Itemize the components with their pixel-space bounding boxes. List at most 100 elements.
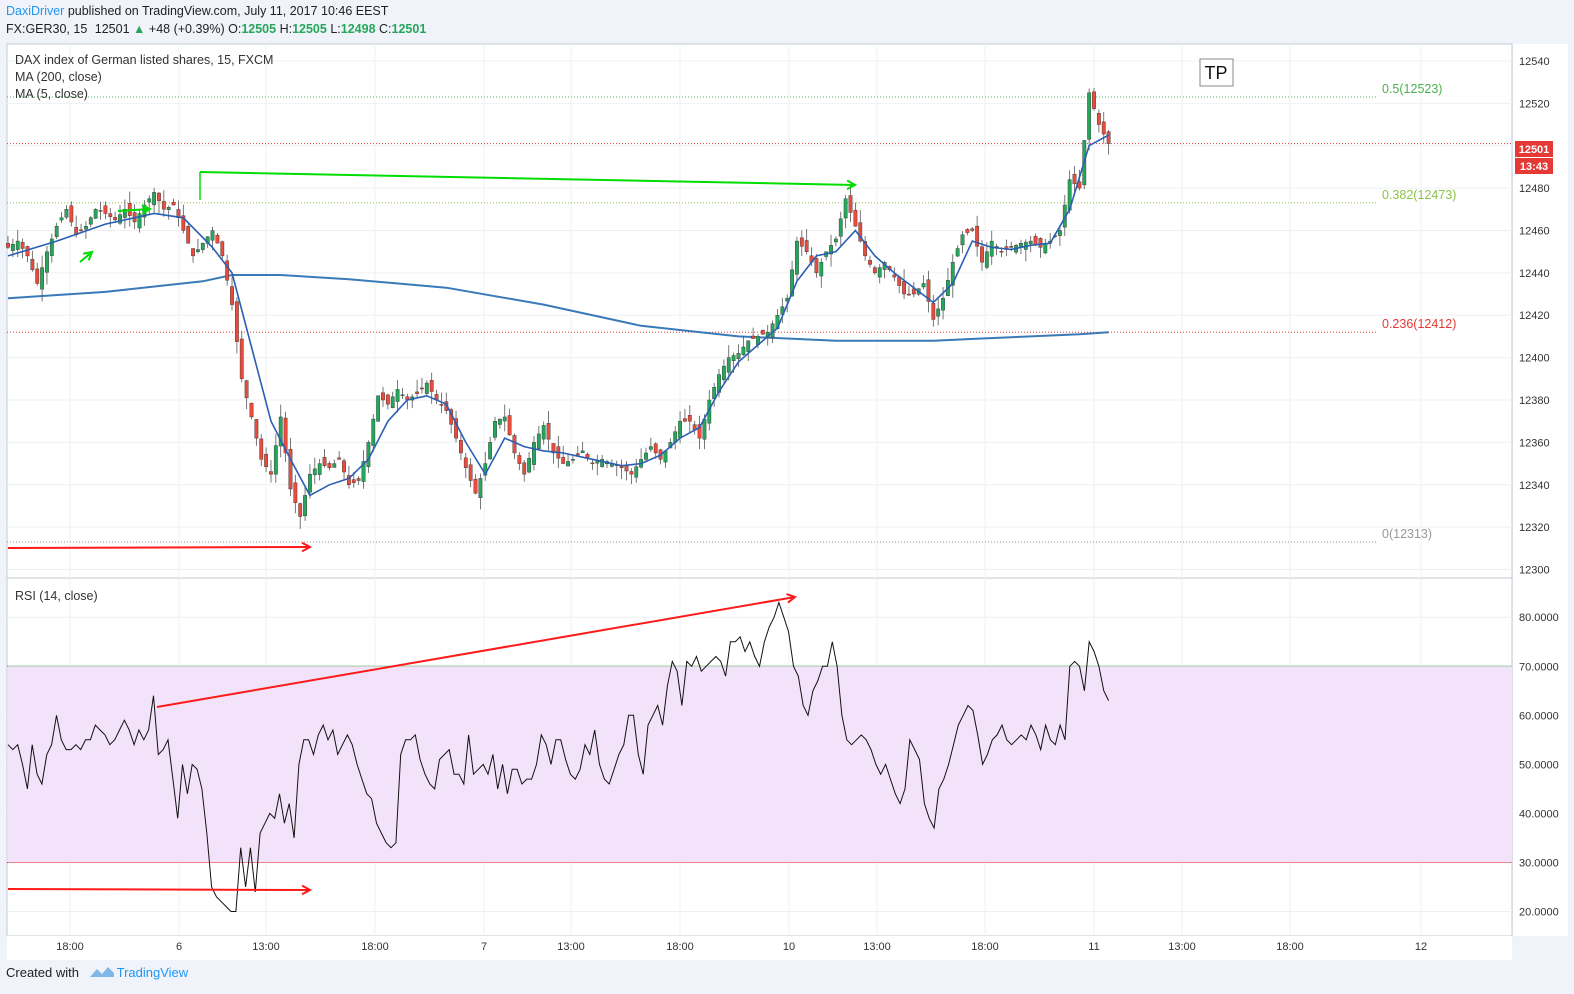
price-tick-label: 12320	[1519, 522, 1550, 534]
price-tick-label: 12340	[1519, 480, 1550, 492]
ma200-path	[7, 274, 1109, 342]
candle-body	[6, 243, 10, 248]
candle-body	[551, 443, 556, 454]
candle-body	[337, 457, 342, 460]
fib-label: 0.236(12412)	[1382, 317, 1456, 331]
candle-body	[200, 242, 205, 250]
candle-body	[731, 355, 736, 362]
candle-body	[984, 251, 989, 268]
rsi-tick-label: 20.0000	[1519, 906, 1559, 918]
fib-label: 0(12313)	[1382, 527, 1432, 541]
tradingview-brand-link[interactable]: TradingView	[116, 965, 189, 980]
candle-body	[595, 461, 600, 464]
candle-body	[799, 237, 804, 247]
candle-body	[590, 462, 595, 465]
candle-body	[171, 201, 176, 206]
publish-text: published on TradingView.com, July 11, 2…	[67, 4, 389, 18]
rsi-path	[7, 600, 1110, 912]
candle-body	[532, 442, 536, 465]
small-green-arrow-head	[141, 204, 153, 215]
candle-body	[347, 475, 351, 485]
candle-body	[512, 435, 517, 454]
price-tick-label: 12300	[1519, 565, 1550, 577]
candle-body	[760, 329, 765, 335]
candle-body	[829, 245, 833, 255]
candle-body	[327, 463, 332, 469]
rsi-tick-label: 50.0000	[1519, 759, 1559, 771]
close-value: 12501	[391, 22, 427, 36]
time-axis[interactable]	[7, 936, 1512, 960]
small-green-arrow	[117, 208, 151, 212]
candle-body	[936, 308, 941, 317]
candle-body	[1028, 240, 1033, 245]
candle-body	[853, 209, 858, 227]
candle-body	[191, 248, 195, 257]
red-low-arrow	[7, 546, 311, 549]
candle-body	[15, 240, 20, 250]
candle-body	[196, 249, 200, 252]
candle-body	[420, 387, 424, 390]
price-tick-label: 12480	[1519, 183, 1550, 195]
countdown-tag	[1515, 158, 1553, 174]
candle-body	[999, 251, 1004, 253]
candle-body	[463, 457, 468, 469]
low-value: 12498	[340, 22, 376, 36]
high-value: 12505	[292, 22, 327, 36]
candle-body	[210, 230, 215, 241]
annotations[interactable]	[7, 171, 858, 896]
candle-body	[892, 274, 897, 278]
tp-label: TP	[1204, 63, 1227, 83]
candle-body	[921, 283, 926, 288]
tp-box[interactable]	[1199, 58, 1234, 87]
candle-body	[644, 452, 648, 460]
author-link[interactable]: DaxiDriver	[6, 4, 65, 18]
candle-body	[93, 209, 98, 219]
candle-body	[868, 260, 872, 265]
candle-body	[45, 251, 49, 273]
candle-body	[239, 338, 244, 380]
candle-body	[834, 238, 838, 243]
candle-body	[288, 449, 293, 490]
close-label: C:	[379, 22, 392, 36]
time-tick-label: 13:00	[252, 941, 280, 953]
candle-body	[332, 463, 337, 468]
candle-body	[653, 443, 658, 454]
current-price-label: 12501	[1519, 144, 1550, 156]
candle-body	[264, 453, 269, 467]
price-axis[interactable]	[1513, 44, 1568, 936]
candle-body	[361, 461, 366, 482]
ma5-line	[7, 134, 1109, 497]
time-tick-label: 11	[1088, 941, 1099, 953]
rsi-tick-label: 40.0000	[1519, 808, 1559, 820]
candle-body	[249, 402, 254, 418]
candle-body	[1072, 173, 1077, 185]
time-tick-label: 13:00	[863, 941, 891, 953]
candle-body	[872, 267, 877, 274]
candle-body	[385, 394, 390, 405]
candle-body	[59, 217, 64, 221]
candle-body	[273, 445, 278, 475]
time-tick-label: 6	[176, 941, 182, 953]
candle-body	[395, 389, 400, 402]
price-tick-label: 12460	[1519, 225, 1550, 237]
candle-body	[225, 260, 230, 281]
chart-title: DAX index of German listed shares, 15, F…	[15, 53, 273, 67]
candle-body	[989, 240, 994, 257]
candle-body	[342, 460, 346, 473]
candle-body	[1043, 244, 1048, 254]
candle-body	[541, 425, 546, 440]
candle-body	[424, 382, 429, 394]
candle-body	[303, 495, 307, 517]
price-tick-label: 12540	[1519, 56, 1550, 68]
candle-body	[478, 478, 483, 498]
candle-body	[283, 417, 288, 454]
candle-body	[122, 209, 127, 218]
candle-body	[108, 213, 113, 217]
candle-body	[497, 418, 502, 425]
candle-body	[585, 453, 590, 458]
candle-body	[629, 471, 634, 475]
candle-body	[1106, 131, 1111, 144]
candle-body	[293, 482, 298, 503]
rsi-tick-label: 70.0000	[1519, 661, 1559, 673]
